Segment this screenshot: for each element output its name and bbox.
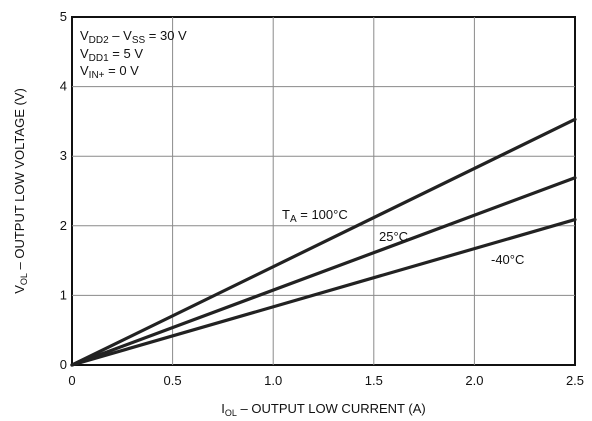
plot-frame — [71, 16, 576, 366]
series-label-minus40c: -40°C — [491, 252, 524, 267]
series-label-25c: 25°C — [379, 229, 408, 244]
y-tick-label: 5 — [60, 9, 67, 24]
test-conditions: VDD2 – VSS = 30 V VDD1 = 5 V VIN+ = 0 V — [80, 28, 187, 81]
y-tick-label: 4 — [60, 79, 67, 94]
y-tick-label: 3 — [60, 148, 67, 163]
x-axis-label: IOL – OUTPUT LOW CURRENT (A) — [221, 401, 425, 418]
y-axis-label: VOL – OUTPUT LOW VOLTAGE (V) — [12, 88, 29, 294]
series-line-1 — [70, 176, 577, 367]
gridlines — [72, 17, 575, 365]
series-line-2 — [70, 217, 577, 367]
x-tick-label: 2.5 — [566, 373, 584, 388]
tick-labels: 0 0.5 1.0 1.5 2.0 2.5 0 1 2 3 4 5 — [60, 9, 584, 388]
condition-vdd1: VDD1 = 5 V — [80, 46, 143, 64]
series-line-0 — [70, 117, 577, 367]
condition-vin: VIN+ = 0 V — [80, 63, 139, 81]
x-tick-label: 0 — [68, 373, 75, 388]
y-tick-label: 0 — [60, 357, 67, 372]
series-lines — [70, 117, 577, 367]
x-tick-label: 1.5 — [365, 373, 383, 388]
condition-vdd2-vss: VDD2 – VSS = 30 V — [80, 28, 187, 46]
x-tick-label: 0.5 — [164, 373, 182, 388]
y-tick-label: 2 — [60, 218, 67, 233]
series-label-100c: TA = 100°C — [282, 207, 348, 225]
y-tick-label: 1 — [60, 287, 67, 302]
x-tick-label: 2.0 — [465, 373, 483, 388]
x-tick-label: 1.0 — [264, 373, 282, 388]
